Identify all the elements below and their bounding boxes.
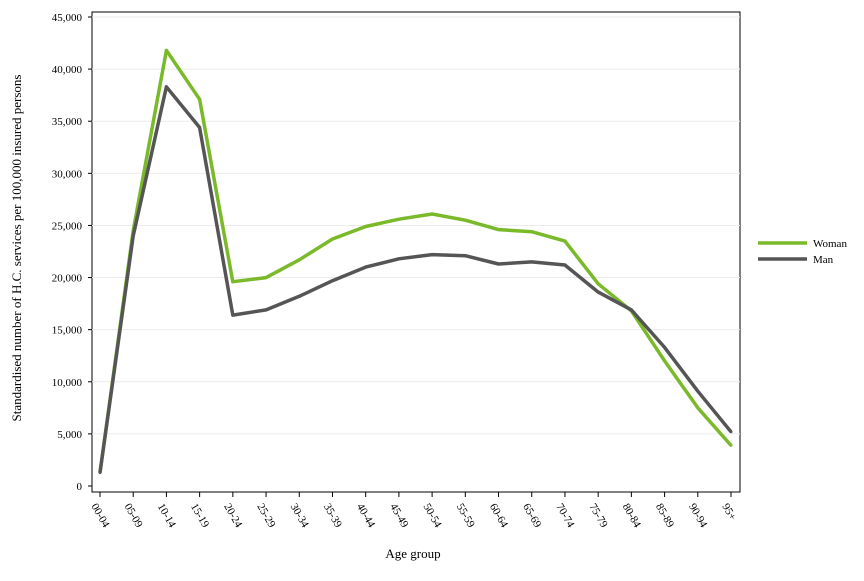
x-tick-label: 90-94 <box>686 502 709 531</box>
data-point-man <box>729 430 733 434</box>
data-point-woman <box>364 224 368 228</box>
data-point-man <box>663 345 667 349</box>
plot-frame <box>91 11 741 493</box>
data-point-woman <box>596 282 600 286</box>
data-point-man <box>231 313 235 317</box>
data-point-man <box>497 262 501 266</box>
data-point-woman <box>463 218 467 222</box>
data-point-man <box>264 308 268 312</box>
data-point-man <box>463 254 467 258</box>
series-line-man <box>98 85 733 473</box>
data-point-man <box>164 85 168 89</box>
x-tick-label: 15-19 <box>188 502 211 531</box>
x-tick-label: 45-49 <box>387 502 410 531</box>
grid-layer <box>92 16 740 435</box>
data-point-woman <box>663 359 667 363</box>
legend-label-woman: Woman <box>813 238 847 250</box>
data-point-man <box>131 234 135 238</box>
y-tick-label: 30,000 <box>52 168 83 180</box>
x-tick-label: 75-79 <box>587 502 610 531</box>
series-layer <box>98 48 733 474</box>
y-tick-label: 20,000 <box>52 273 83 285</box>
data-point-man <box>629 308 633 312</box>
x-tick-label: 50-54 <box>421 502 444 531</box>
data-point-man <box>198 125 202 129</box>
data-point-woman <box>563 239 567 243</box>
y-tick-label: 0 <box>77 481 83 493</box>
x-tick-label: 05-09 <box>122 502 145 531</box>
x-tick-label: 30-34 <box>288 502 311 531</box>
y-tick-label: 25,000 <box>52 220 83 232</box>
data-point-man <box>364 265 368 269</box>
data-point-woman <box>430 212 434 216</box>
y-tick-label: 5,000 <box>57 429 82 441</box>
x-tick-label: 60-64 <box>487 502 510 531</box>
data-point-man <box>297 294 301 298</box>
data-point-man <box>696 389 700 393</box>
data-point-woman <box>729 443 733 447</box>
x-tick-label: 95+ <box>719 502 738 523</box>
data-point-woman <box>198 97 202 101</box>
x-tick-label: 35-39 <box>321 502 344 531</box>
x-tick-label: 10-14 <box>155 502 178 531</box>
data-point-man <box>430 253 434 257</box>
x-tick-label: 25-29 <box>254 502 277 531</box>
y-tick-label: 45,000 <box>52 12 83 24</box>
y-tick-label: 15,000 <box>52 325 83 337</box>
x-axis-title: Age group <box>385 546 440 561</box>
data-point-woman <box>231 280 235 284</box>
x-tick-label: 40-44 <box>354 502 377 531</box>
data-point-woman <box>164 48 168 52</box>
y-tick-label: 40,000 <box>52 64 83 76</box>
data-point-woman <box>497 228 501 232</box>
data-point-woman <box>297 258 301 262</box>
x-tick-label: 65-69 <box>520 502 543 531</box>
x-tick-label: 00-04 <box>88 502 111 531</box>
data-point-man <box>397 257 401 261</box>
x-tick-label: 85-89 <box>653 502 676 531</box>
data-point-woman <box>264 276 268 280</box>
y-tick-label: 35,000 <box>52 116 83 128</box>
data-point-man <box>596 290 600 294</box>
data-point-man <box>98 470 102 474</box>
y-axis-title: Standardised number of H.C. services per… <box>9 75 24 422</box>
legend: Woman Man <box>758 238 847 266</box>
data-point-man <box>530 260 534 264</box>
data-point-man <box>563 263 567 267</box>
x-tick-label: 80-84 <box>620 502 643 531</box>
x-tick-label: 20-24 <box>221 502 244 531</box>
y-tick-label: 10,000 <box>52 377 83 389</box>
data-point-woman <box>397 217 401 221</box>
data-point-woman <box>696 406 700 410</box>
x-tick-label: 70-74 <box>553 502 576 531</box>
data-point-woman <box>330 237 334 241</box>
legend-label-man: Man <box>813 254 834 266</box>
data-point-man <box>330 279 334 283</box>
data-point-woman <box>530 230 534 234</box>
x-tick-label: 55-59 <box>454 502 477 531</box>
